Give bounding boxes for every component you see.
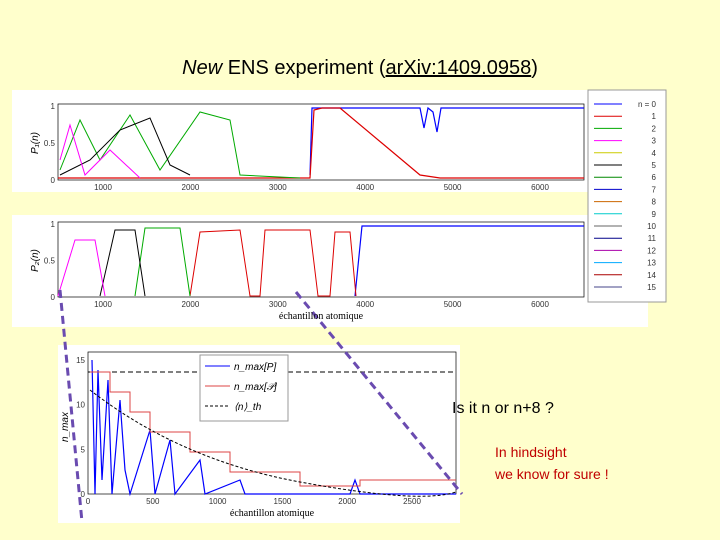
x-tick-label: 4000: [356, 300, 374, 309]
y-tick-label: 1: [51, 220, 56, 229]
legend-label: n_max[𝒫]: [234, 382, 277, 393]
x-tick-label: 5000: [444, 300, 462, 309]
y-axis-label: P₂(n): [30, 249, 41, 272]
legend-label: 5: [652, 161, 657, 170]
x-tick-label: 1000: [94, 300, 112, 309]
plot-1: [57, 103, 585, 181]
slide-title: New ENS experiment (arXiv:1409.0958): [182, 57, 538, 79]
legend-label: 13: [647, 259, 656, 268]
note: we know for sure !: [494, 466, 609, 482]
x-tick-label: 1000: [94, 183, 112, 192]
legend-label: n = 0: [638, 100, 657, 109]
legend-label: 11: [648, 234, 657, 243]
x-tick-label: 3000: [269, 300, 287, 309]
legend-label: 12: [647, 246, 656, 255]
legend-label: 1: [652, 112, 657, 121]
arxiv-link[interactable]: arXiv:1409.0958: [386, 57, 532, 79]
y-tick-label: 5: [81, 445, 86, 454]
y-tick-label: 10: [76, 401, 85, 410]
legend-label: 3: [652, 137, 657, 146]
x-axis-label: échantillon atomique: [279, 311, 364, 322]
x-tick-label: 6000: [531, 300, 549, 309]
y-tick-label: 0: [51, 176, 56, 185]
x-tick-label: 0: [86, 497, 91, 506]
x-tick-label: 5000: [444, 183, 462, 192]
legend-label: 15: [647, 283, 656, 292]
legend-label: 7: [652, 185, 657, 194]
legend-label: 9: [652, 210, 657, 219]
legend-label: 2: [652, 124, 657, 133]
y-tick-label: 0.5: [44, 139, 56, 148]
legend-label: n_max[P]: [234, 362, 276, 373]
legend-label: 6: [652, 173, 657, 182]
zoom-line: [294, 291, 464, 495]
x-tick-label: 2000: [182, 300, 200, 309]
note: In hindsight: [495, 444, 567, 460]
question: Is it n or n+8 ?: [452, 400, 554, 417]
x-tick-label: 2000: [182, 183, 200, 192]
x-tick-label: 4000: [356, 183, 374, 192]
y-tick-label: 1: [51, 102, 56, 111]
x-tick-label: 2000: [338, 497, 356, 506]
legend-label: 8: [652, 198, 657, 207]
panel-2: [12, 215, 648, 327]
x-tick-label: 2500: [403, 497, 421, 506]
panel-1: [12, 90, 590, 192]
x-tick-label: 1500: [274, 497, 292, 506]
legend-label: 4: [652, 149, 657, 158]
y-tick-label: 15: [76, 356, 85, 365]
y-tick-label: 0.5: [44, 257, 56, 266]
legend-label: 14: [647, 271, 656, 280]
legend-label: ⟨n⟩_th: [234, 402, 262, 413]
y-tick-label: 0: [81, 490, 86, 499]
x-tick-label: 1000: [209, 497, 227, 506]
y-axis-label: P₁(n): [30, 132, 41, 154]
plot-3: [87, 351, 457, 497]
y-axis-label: n_max: [60, 411, 71, 442]
legend-panel: [587, 89, 667, 303]
plot-2: [57, 221, 585, 298]
x-axis-label: échantillon atomique: [230, 508, 315, 519]
legend-label: 10: [647, 222, 656, 231]
y-tick-label: 0: [51, 293, 56, 302]
x-tick-label: 500: [146, 497, 160, 506]
x-tick-label: 6000: [531, 183, 549, 192]
x-tick-label: 3000: [269, 183, 287, 192]
